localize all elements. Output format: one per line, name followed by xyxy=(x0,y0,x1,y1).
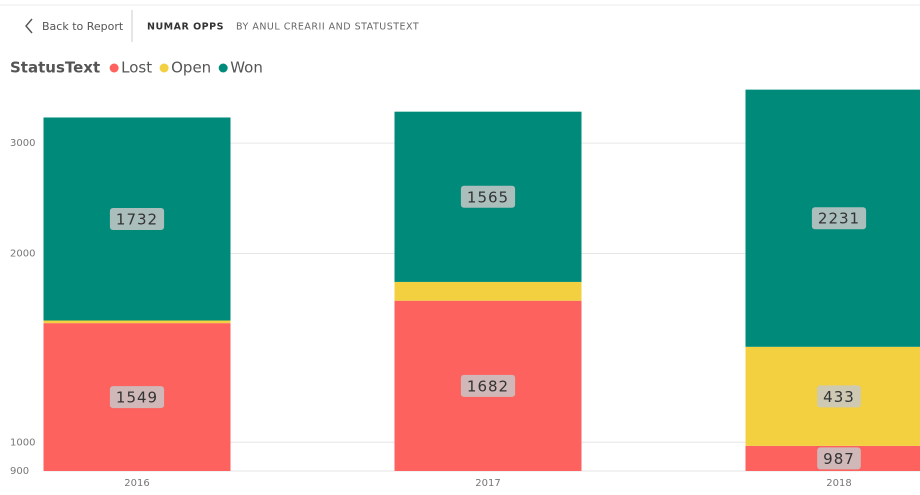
legend-label: Won xyxy=(230,59,263,77)
bar-segment xyxy=(43,320,231,324)
legend-marker xyxy=(218,63,228,73)
data-label-bg xyxy=(460,374,516,397)
y-tick-label: 900 xyxy=(10,466,29,477)
data-label-bg xyxy=(460,185,516,208)
y-tick-label: 2000 xyxy=(10,249,35,260)
legend-label: Open xyxy=(171,59,211,77)
data-label: 433 xyxy=(823,388,855,406)
y-tick-label: 1000 xyxy=(10,437,35,448)
data-label: 1682 xyxy=(467,377,509,395)
data-label-bg xyxy=(817,447,861,470)
data-label-bg xyxy=(109,207,165,230)
back-arrow[interactable] xyxy=(25,18,33,34)
back-link[interactable]: Back to Report xyxy=(42,20,124,33)
data-label: 1732 xyxy=(116,210,158,228)
data-label-bg xyxy=(811,207,867,230)
data-label: 987 xyxy=(823,450,855,468)
data-label: 2231 xyxy=(818,210,860,228)
data-label: 1549 xyxy=(116,389,158,407)
y-tick-label: 3000 xyxy=(10,138,35,149)
legend-title: StatusText xyxy=(10,59,100,77)
legend-marker xyxy=(109,63,119,73)
x-tick-label: 2016 xyxy=(124,478,149,489)
legend-label: Lost xyxy=(121,59,152,77)
x-tick-label: 2017 xyxy=(475,478,500,489)
visual-title: NUMAR OPPS xyxy=(147,22,224,33)
data-label: 1565 xyxy=(467,188,509,206)
legend-marker xyxy=(159,63,169,73)
visual-subtitle: BY ANUL CREARII AND STATUSTEXT xyxy=(236,22,419,33)
x-tick-label: 2018 xyxy=(826,478,851,489)
data-label-bg xyxy=(109,386,165,409)
data-label-bg xyxy=(817,385,861,408)
bar-segment xyxy=(394,281,582,301)
